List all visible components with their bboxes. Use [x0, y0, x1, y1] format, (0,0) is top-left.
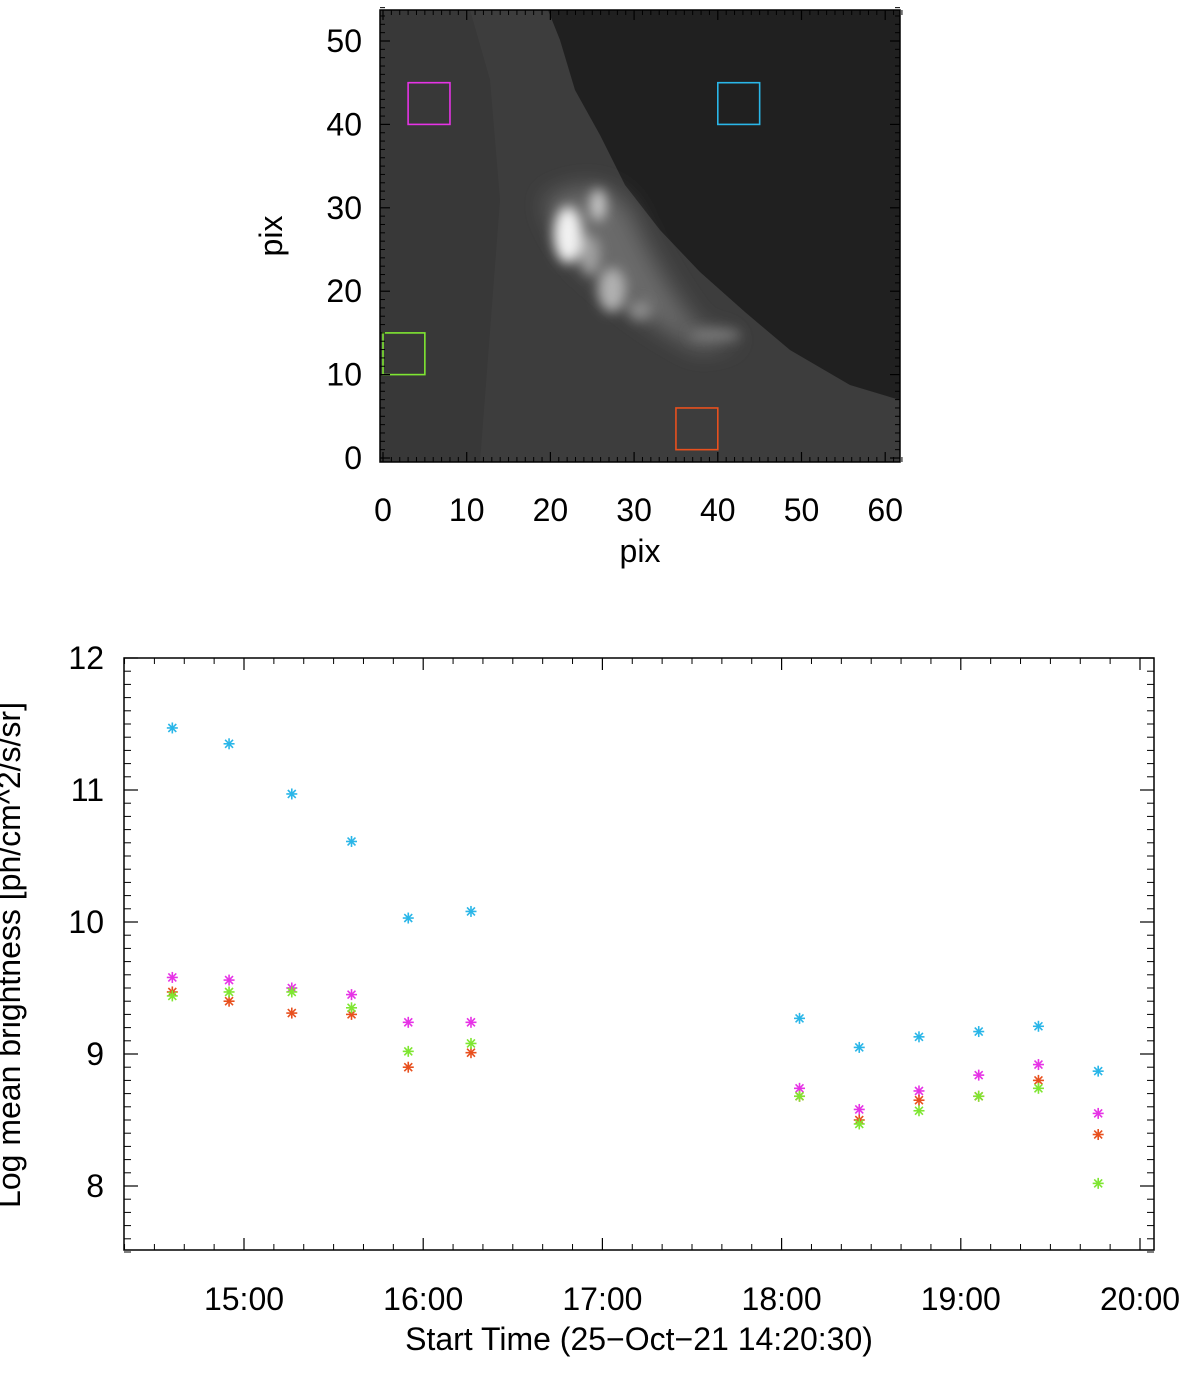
- scatter-frame: [123, 657, 1155, 1251]
- data-point: [286, 1007, 298, 1019]
- data-point: [286, 788, 298, 800]
- limb-glow: [545, 187, 740, 350]
- solar-image: [380, 10, 900, 462]
- data-point: [402, 1045, 414, 1057]
- data-point: [346, 835, 358, 847]
- image-xtick-label: 20: [533, 492, 569, 528]
- data-point: [913, 1085, 925, 1097]
- image-ylabel: pix: [253, 216, 289, 257]
- data-point: [973, 1026, 985, 1038]
- data-point: [1092, 1107, 1104, 1119]
- image-xtick-label: 40: [700, 492, 736, 528]
- data-point: [794, 1090, 806, 1102]
- data-point: [166, 971, 178, 983]
- data-point: [286, 986, 298, 998]
- data-point: [465, 1047, 477, 1059]
- scatter-ticks: 15:00 16:00 17:00 18:00 19:00 20:00 8 9 10 11 12: [68, 640, 1180, 1317]
- image-ticks: 0 10 20 30 40 50 60 0 10 20 30 40 50: [326, 7, 903, 528]
- data-point: [1092, 1065, 1104, 1077]
- data-point: [346, 1002, 358, 1014]
- image-ytick-label: 0: [344, 440, 362, 476]
- image-ytick-label: 30: [326, 190, 362, 226]
- region-box: [407, 81, 451, 126]
- data-point: [402, 1061, 414, 1073]
- image-panel: 0 10 20 30 40 50 60 0 10 20 30 40 50 pix pix: [253, 7, 903, 569]
- region-box: [675, 407, 719, 451]
- region-box: [716, 81, 761, 126]
- data-point: [465, 905, 477, 917]
- image-xtick-label: 50: [784, 492, 820, 528]
- scatter-xtick-label: 18:00: [742, 1281, 822, 1317]
- bright-loop: [554, 189, 741, 341]
- image-xlabel: pix: [620, 533, 661, 569]
- scatter-xlabel: Start Time (25−Oct−21 14:20:30): [405, 1321, 873, 1357]
- data-point: [794, 1012, 806, 1024]
- data-point: [1092, 1129, 1104, 1141]
- scatter-ytick-label: 8: [86, 1168, 104, 1204]
- scatter-ytick-label: 12: [68, 640, 104, 676]
- data-point: [223, 738, 235, 750]
- data-point: [853, 1118, 865, 1130]
- scatter-ytick-label: 10: [68, 904, 104, 940]
- scatter-xtick-label: 20:00: [1100, 1281, 1180, 1317]
- data-point: [1032, 1059, 1044, 1071]
- data-point: [346, 989, 358, 1001]
- data-point: [223, 974, 235, 986]
- data-point: [913, 1094, 925, 1106]
- region-boxes: [382, 81, 761, 451]
- data-point: [223, 986, 235, 998]
- scatter-ytick-label: 9: [86, 1036, 104, 1072]
- scatter-ytick-label: 11: [71, 772, 104, 808]
- image-xtick-label: 10: [449, 492, 485, 528]
- scatter-panel: 15:00 16:00 17:00 18:00 19:00 20:00 8 9 10 11 12 S…: [0, 640, 1180, 1357]
- data-point: [853, 1103, 865, 1115]
- image-frame: [379, 9, 901, 463]
- data-point: [913, 1031, 925, 1043]
- scatter-xtick-label: 16:00: [383, 1281, 463, 1317]
- data-point: [1032, 1020, 1044, 1032]
- data-point: [913, 1105, 925, 1117]
- data-point: [1032, 1082, 1044, 1094]
- data-point: [346, 1008, 358, 1020]
- image-ytick-label: 40: [326, 106, 362, 142]
- scatter-points: [166, 722, 1104, 1189]
- data-point: [465, 1037, 477, 1049]
- data-point: [1032, 1074, 1044, 1086]
- image-xtick-label: 60: [867, 492, 903, 528]
- data-point: [973, 1090, 985, 1102]
- region-box: [382, 332, 426, 376]
- scatter-xtick-label: 17:00: [562, 1281, 642, 1317]
- scatter-xtick-label: 19:00: [921, 1281, 1001, 1317]
- disk-shade: [380, 10, 500, 462]
- image-xtick-label: 0: [374, 492, 392, 528]
- data-point: [402, 912, 414, 924]
- image-ytick-label: 10: [326, 357, 362, 393]
- data-point: [465, 1016, 477, 1028]
- scatter-ylabel: Log mean brightness [ph/cm^2/s/sr]: [0, 702, 27, 1208]
- image-xtick-label: 30: [616, 492, 652, 528]
- data-point: [402, 1016, 414, 1028]
- data-point: [1092, 1177, 1104, 1189]
- image-ytick-label: 50: [326, 23, 362, 59]
- data-point: [223, 995, 235, 1007]
- image-ytick-label: 20: [326, 273, 362, 309]
- data-point: [973, 1069, 985, 1081]
- scatter-xtick-label: 15:00: [204, 1281, 284, 1317]
- data-point: [166, 990, 178, 1002]
- data-point: [166, 722, 178, 734]
- data-point: [853, 1041, 865, 1053]
